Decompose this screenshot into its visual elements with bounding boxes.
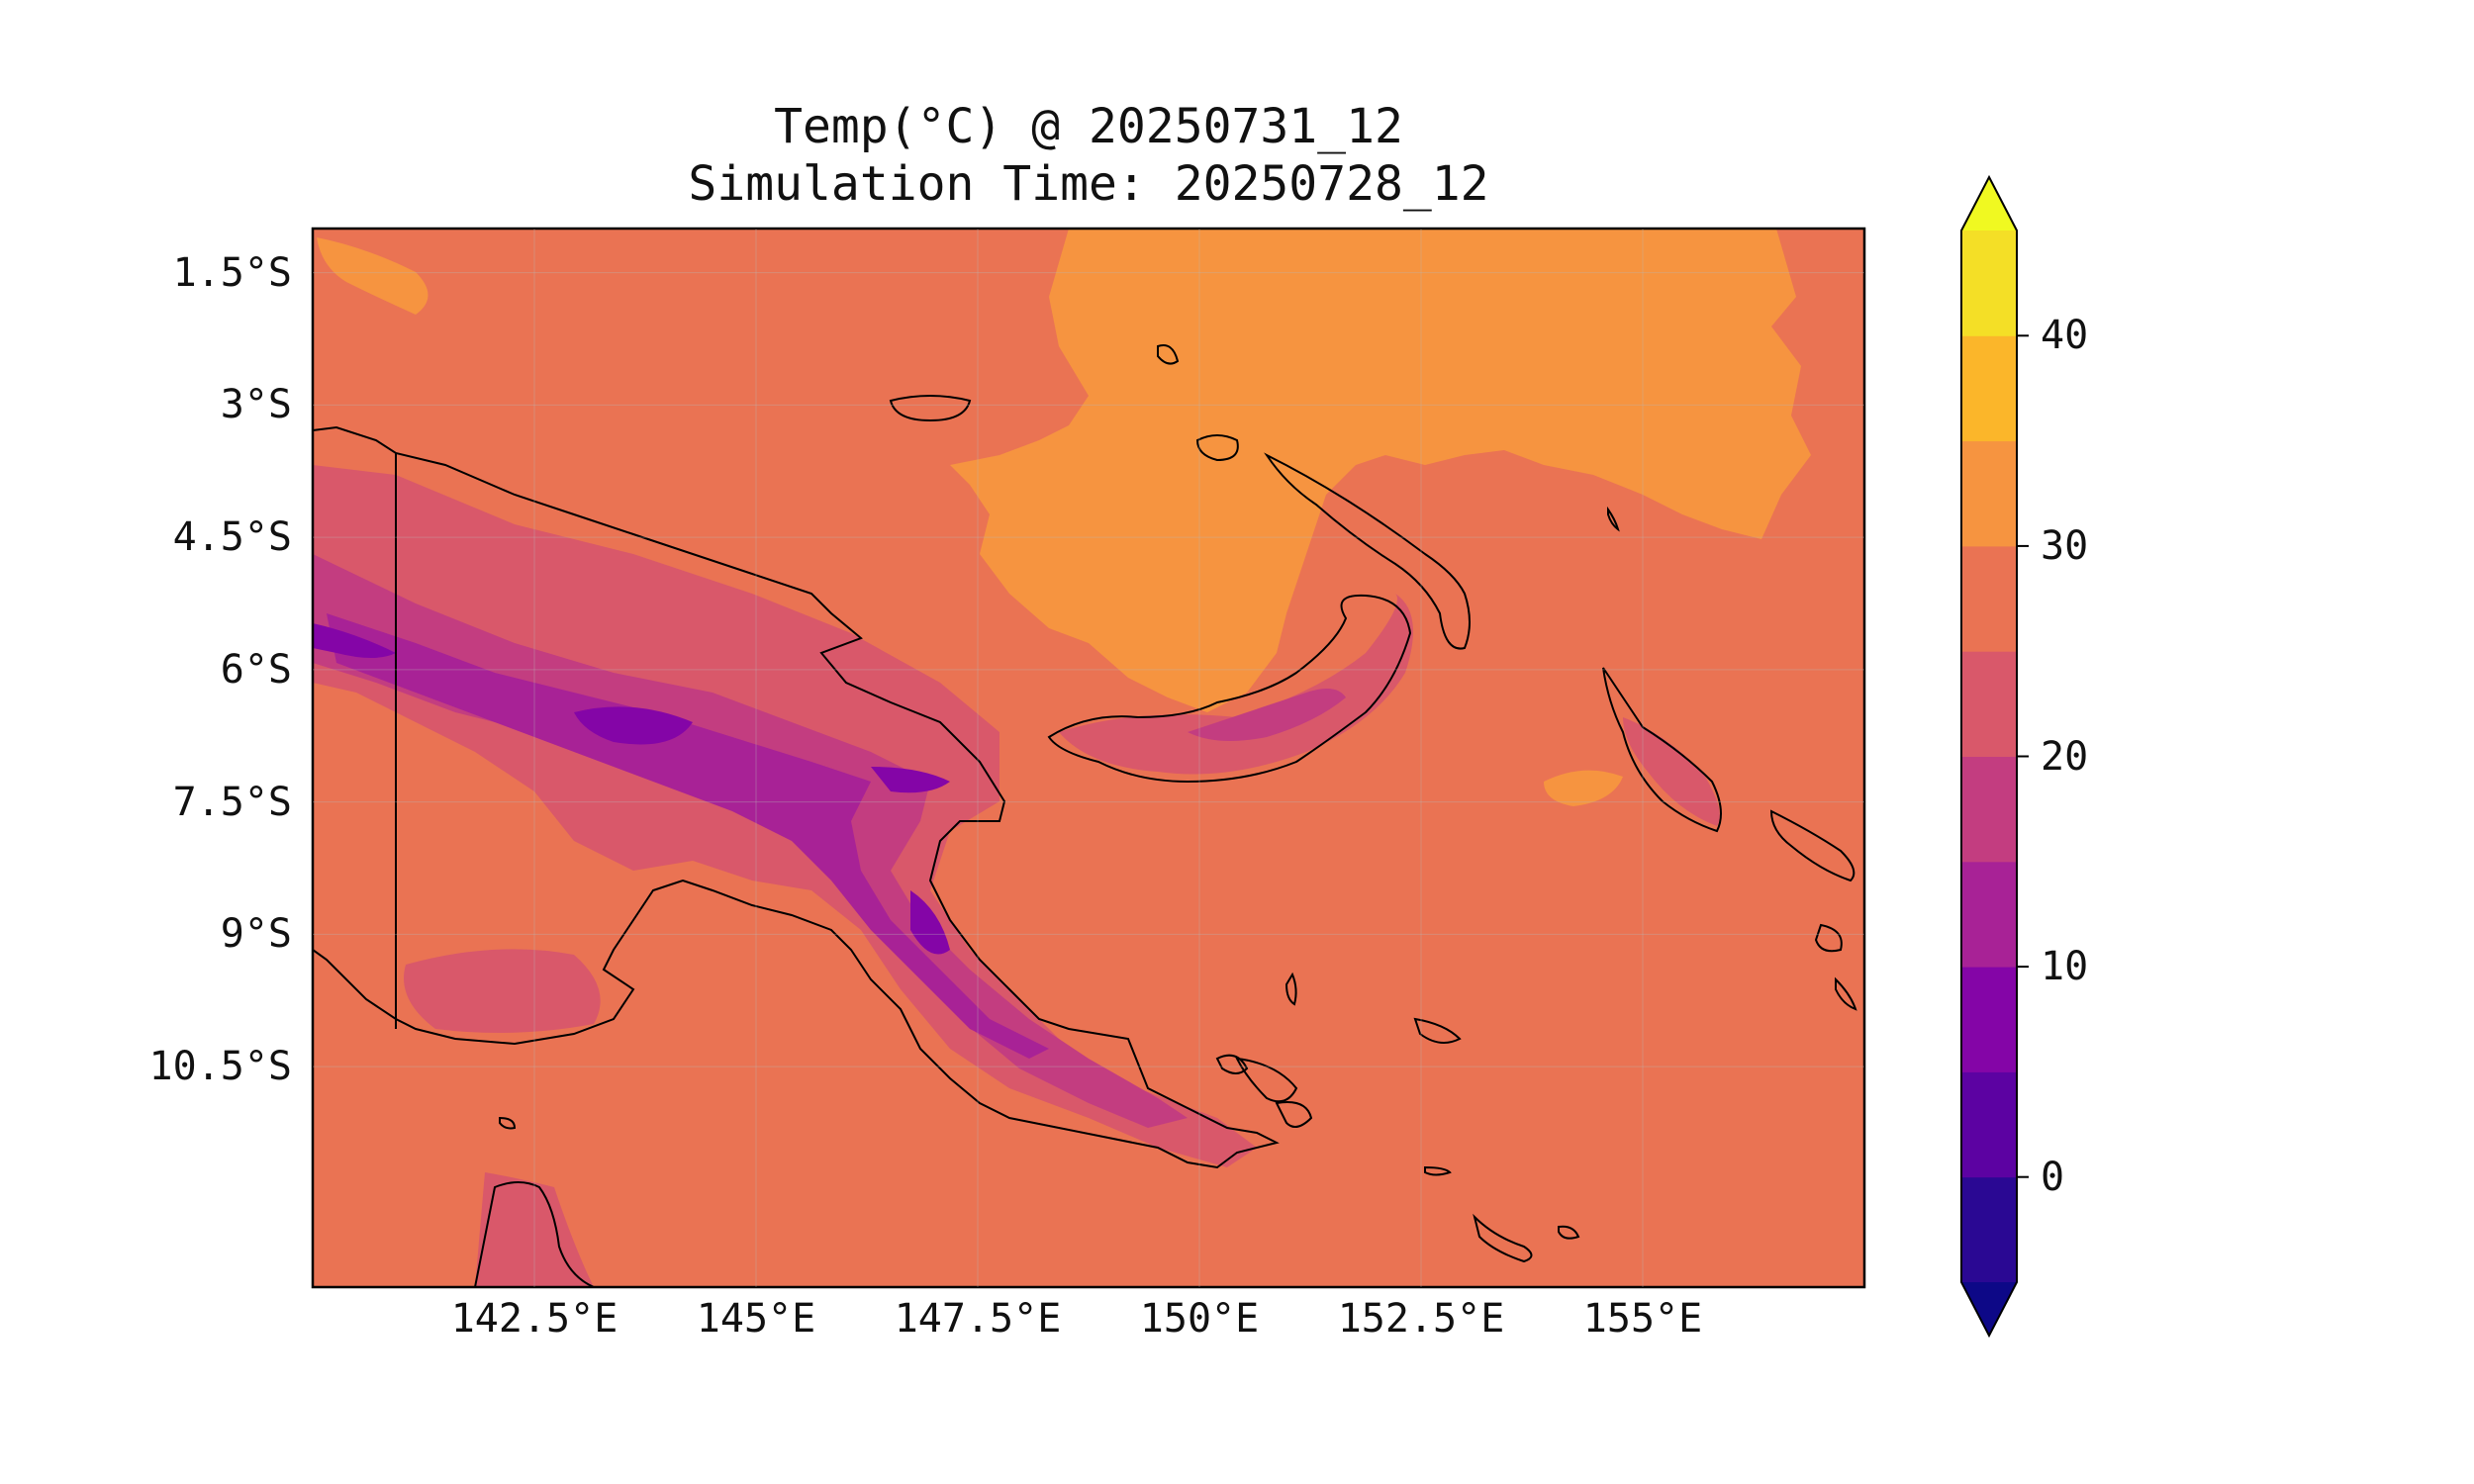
colorbar-segment <box>1961 756 2017 863</box>
colorbar-segment <box>1961 440 2017 547</box>
x-tick-label: 147.5°E <box>894 1296 1062 1342</box>
x-tick-label: 142.5°E <box>450 1296 618 1342</box>
warm-sea-patch <box>1544 770 1623 806</box>
y-tick-label: 10.5°S <box>148 1044 293 1090</box>
highland-band-1 <box>404 949 601 1033</box>
y-tick-label: 7.5°S <box>172 779 292 825</box>
colorbar-tick-label: 20 <box>2041 733 2089 780</box>
gridlines <box>313 229 1864 1287</box>
chart-title: Temp(°C) @ 20250731_12 <box>774 99 1403 154</box>
colorbar-segment <box>1961 1176 2017 1283</box>
colorbar-outline <box>1960 174 2018 1339</box>
colorbar-segment <box>1961 231 2017 336</box>
colorbar-tick-label: 30 <box>2041 522 2089 569</box>
highland-band-1 <box>1623 717 1720 826</box>
y-tick-label: 6°S <box>220 646 292 693</box>
highland-band-3 <box>327 613 1049 1059</box>
colorbar-segment <box>1961 651 2017 757</box>
colorbar-segment <box>1961 335 2017 442</box>
colorbar-tick-label: 40 <box>2041 313 2089 359</box>
coastlines <box>313 344 1857 1287</box>
highland-band-4 <box>313 623 950 955</box>
x-tick-label: 152.5°E <box>1337 1296 1505 1342</box>
colorbar-tick-label: 0 <box>2041 1154 2065 1200</box>
chart-subtitle: Simulation Time: 20250728_12 <box>688 156 1489 212</box>
y-tick-label: 3°S <box>220 382 292 428</box>
highland-band-1 <box>1059 594 1413 775</box>
colorbar-segment <box>1961 967 2017 1072</box>
colorbar-segment <box>1961 861 2017 968</box>
x-tick-label: 150°E <box>1139 1296 1260 1342</box>
x-tick-label: 155°E <box>1582 1296 1703 1342</box>
y-tick-label: 9°S <box>220 911 292 958</box>
y-tick-label: 4.5°S <box>172 514 292 561</box>
y-tick-label: 1.5°S <box>172 249 292 296</box>
x-tick-label: 145°E <box>696 1296 816 1342</box>
warm-sea-patch <box>317 237 428 315</box>
colorbar <box>1960 174 2029 1339</box>
highland-band-2 <box>1188 689 1346 741</box>
map-frame <box>311 227 1866 1289</box>
colorbar-segment <box>1961 1071 2017 1178</box>
colorbar-segment <box>1961 545 2017 652</box>
colorbar-over-extension <box>1961 177 2017 231</box>
colorbar-tick-label: 10 <box>2041 944 2089 990</box>
colorbar-under-extension <box>1961 1282 2017 1336</box>
warm-sea-region <box>950 229 1811 712</box>
